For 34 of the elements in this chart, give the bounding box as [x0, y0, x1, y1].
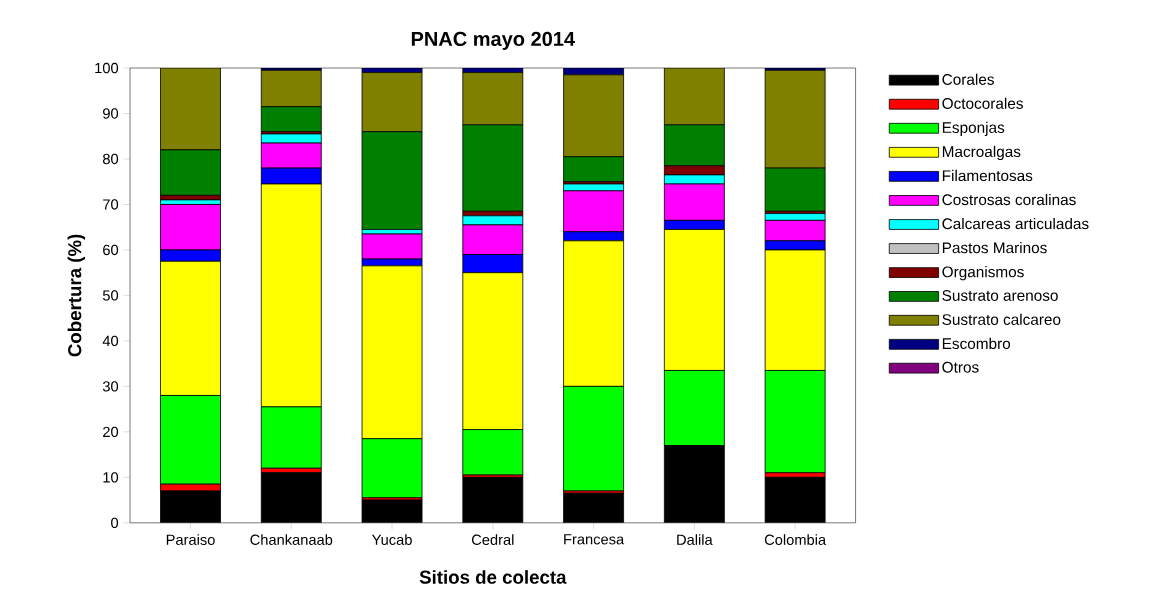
x-tick-label: Colombia — [764, 534, 827, 546]
legend-label: Otros — [942, 361, 979, 373]
x-tick-label: Dalila — [677, 534, 713, 546]
legend-label: Filamentosas — [942, 169, 1033, 182]
y-tick-label: 100 — [95, 62, 119, 74]
legend-label: Macroalgas — [942, 145, 1021, 161]
x-tick-label: Francesa — [564, 534, 625, 545]
x-axis-title: Sitios de colecta — [419, 570, 567, 584]
x-tick-label: Cedral — [471, 534, 514, 546]
x-tick-label: Yucab — [371, 534, 412, 546]
y-tick-label: 20 — [103, 426, 119, 438]
y-axis-title: Cobertura (%) — [67, 234, 86, 357]
y-tick-label: 0 — [111, 517, 119, 529]
x-tick-label: Chankanaab — [250, 534, 333, 546]
legend-label: Organismos — [942, 266, 1024, 281]
y-tick-label: 40 — [102, 335, 119, 347]
legend-label: Calcareas articuladas — [942, 218, 1089, 230]
legend-label: Costrosas coralinas — [942, 193, 1076, 206]
legend-label: Esponjas — [942, 121, 1005, 137]
y-tick-label: 30 — [102, 381, 119, 392]
x-tick-label: Paraiso — [166, 534, 215, 546]
y-tick-label: 10 — [103, 472, 119, 483]
legend-label: Sustrato calcareo — [942, 313, 1061, 326]
chart-title: PNAC mayo 2014 — [411, 31, 575, 51]
legend-label: Corales — [942, 73, 994, 85]
y-tick-label: 50 — [102, 290, 119, 301]
y-tick-label: 70 — [103, 199, 119, 210]
legend-label: Sustrato arenoso — [942, 290, 1058, 302]
legend-label: Pastos Marinos — [942, 242, 1047, 254]
y-tick-label: 90 — [103, 108, 119, 119]
legend-label: Octocorales — [942, 97, 1023, 110]
y-tick-label: 80 — [102, 153, 119, 165]
legend-label: Escombro — [942, 337, 1011, 350]
y-tick-label: 60 — [103, 244, 119, 256]
